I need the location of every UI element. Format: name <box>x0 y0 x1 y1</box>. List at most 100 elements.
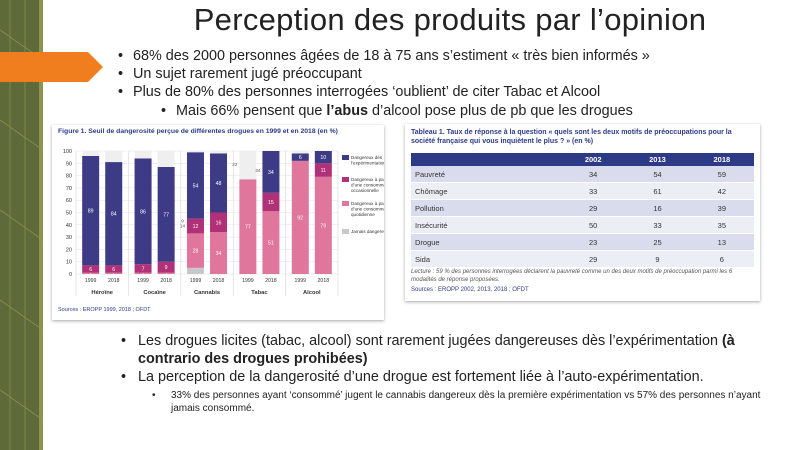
bar-value-label: 84 <box>111 212 117 218</box>
bar-value-label: 1 <box>89 271 92 277</box>
legend-label: l’expérimentation <box>351 161 384 166</box>
bar-value-label: 28 <box>193 249 199 255</box>
bar-segment <box>262 192 280 212</box>
legend-label: Dangereux dès <box>351 155 383 160</box>
figure-source: Sources : EROPP 1999, 2018 ; OFDT <box>58 307 151 313</box>
x-tick-label: 2018 <box>108 278 120 284</box>
group-label: Cannabis <box>194 290 220 296</box>
y-tick-label: 90 <box>66 161 72 167</box>
slide-title: Perception des produits par l’opinion <box>193 2 707 37</box>
bar-segment <box>105 151 123 163</box>
bar-value-label: 9 <box>165 265 168 271</box>
bullet-text: Les drogues licites (tabac, alcool) sont… <box>138 333 722 349</box>
bar-segment <box>82 272 100 274</box>
y-tick-label: 50 <box>66 211 72 217</box>
x-tick-label: 2018 <box>318 278 330 284</box>
group-label: Héroïne <box>91 290 113 296</box>
x-tick-label: 1999 <box>294 278 306 284</box>
bar-segment <box>82 265 100 273</box>
left-decoration-accent <box>39 0 43 450</box>
table-row: Insécurité 50 33 35 <box>411 216 754 234</box>
bar-value-label: 77 <box>163 212 169 218</box>
legend-swatch <box>342 229 349 234</box>
figure-chart-panel: Figure 1. Seuil de dangerosité perçue de… <box>52 125 384 320</box>
bar-value-label: 54 <box>193 183 199 189</box>
bar-segment <box>210 153 228 213</box>
bullet-item: Plus de 80% des personnes interrogées ‘o… <box>118 83 650 101</box>
table-cell: 39 <box>689 199 754 217</box>
table-row-label: Pollution <box>411 199 561 217</box>
bar-segment <box>105 162 123 266</box>
y-tick-label: 30 <box>66 235 72 241</box>
top-bullet-list: 68% des 2000 personnes âgées de 18 à 75 … <box>118 47 650 120</box>
table-cell: 13 <box>689 233 754 251</box>
x-tick-label: 1999 <box>85 278 97 284</box>
bar-segment <box>291 153 309 161</box>
bar-segment <box>134 158 152 265</box>
bar-value-label: 77 <box>245 225 251 231</box>
bar-segment <box>239 151 257 180</box>
table-source: Sources : EROPP 2002, 2013, 2018 ; OFDT <box>411 287 529 293</box>
bar-segment <box>291 151 309 154</box>
bullet-bold: (à contrario des drogues prohibées) <box>138 333 735 368</box>
table-cell: 29 <box>561 250 626 268</box>
table-cell: 54 <box>625 166 690 183</box>
orange-arrow <box>0 52 103 82</box>
table-cell: 16 <box>625 199 690 217</box>
bar-value-label: 1 <box>165 271 168 277</box>
annotation-label: 22 <box>232 162 238 167</box>
table-title: Tableau 1. Taux de réponse à la question… <box>411 129 732 145</box>
bar-value-label: 6 <box>89 267 92 273</box>
y-tick-label: 60 <box>66 198 72 204</box>
legend-label: quotidienne <box>351 212 375 217</box>
table-row-label: Chômage <box>411 182 561 200</box>
legend-label: Dangereux à partir <box>351 177 384 182</box>
bar-value-label: 15 <box>268 200 274 206</box>
table-lecture-note: Lecture : 59 % des personnes interrogées… <box>411 269 733 283</box>
legend-label: Dangereux à partir <box>351 201 384 206</box>
table-cell: 9 <box>625 250 690 268</box>
sub-bullet-item: Mais 66% pensent que l’abus d’alcool pos… <box>118 102 650 120</box>
bar-segment <box>105 272 123 274</box>
bar-value-label: 16 <box>216 220 222 226</box>
x-tick-label: 1999 <box>137 278 149 284</box>
y-tick-label: 0 <box>69 272 72 278</box>
annotation-label: 9 <box>181 218 184 223</box>
bar-segment <box>186 233 204 268</box>
bar-segment <box>210 232 228 274</box>
table-cell: 25 <box>625 233 690 251</box>
bar-segment <box>314 163 332 177</box>
table-cell: 34 <box>561 166 626 183</box>
bar-segment <box>186 152 204 219</box>
table-row-label: Sida <box>411 250 561 268</box>
bar-segment <box>291 160 309 274</box>
x-tick-label: 2018 <box>265 278 277 284</box>
table-row-label: Pauvreté <box>411 166 561 183</box>
group-label: Cocaïne <box>143 290 166 296</box>
bar-value-label: 11 <box>321 168 326 174</box>
bar-value-label: 6 <box>299 155 302 161</box>
legend-swatch <box>342 201 349 206</box>
table-row: Drogue 23 25 13 <box>411 233 754 251</box>
concerns-table: 2002 2013 2018 Pauvreté 34 54 59 Chômage 33 61… <box>411 153 754 268</box>
bar-segment <box>105 265 123 273</box>
bar-segment <box>134 151 152 159</box>
y-tick-label: 10 <box>66 260 72 266</box>
table-header-cell: 2018 <box>689 153 754 166</box>
legend-swatch <box>342 177 349 182</box>
table-cell: 29 <box>561 199 626 217</box>
group-label: Tabac <box>251 290 268 296</box>
figure-title: Figure 1. Seuil de dangerosité perçue de… <box>58 128 338 135</box>
table-cell: 33 <box>625 216 690 234</box>
bar-segment <box>134 272 152 274</box>
bar-segment <box>82 151 100 156</box>
table-row: Pauvreté 34 54 59 <box>411 166 754 183</box>
group-label: Alcool <box>303 290 321 296</box>
bar-value-label: 1 <box>142 271 145 277</box>
sub-bullet-bold: l’abus <box>326 102 368 119</box>
table-row-label: Insécurité <box>411 216 561 234</box>
x-tick-label: 2018 <box>213 278 225 284</box>
bar-value-label: 86 <box>140 209 146 215</box>
bar-segment <box>157 166 175 262</box>
bar-segment <box>186 267 204 274</box>
